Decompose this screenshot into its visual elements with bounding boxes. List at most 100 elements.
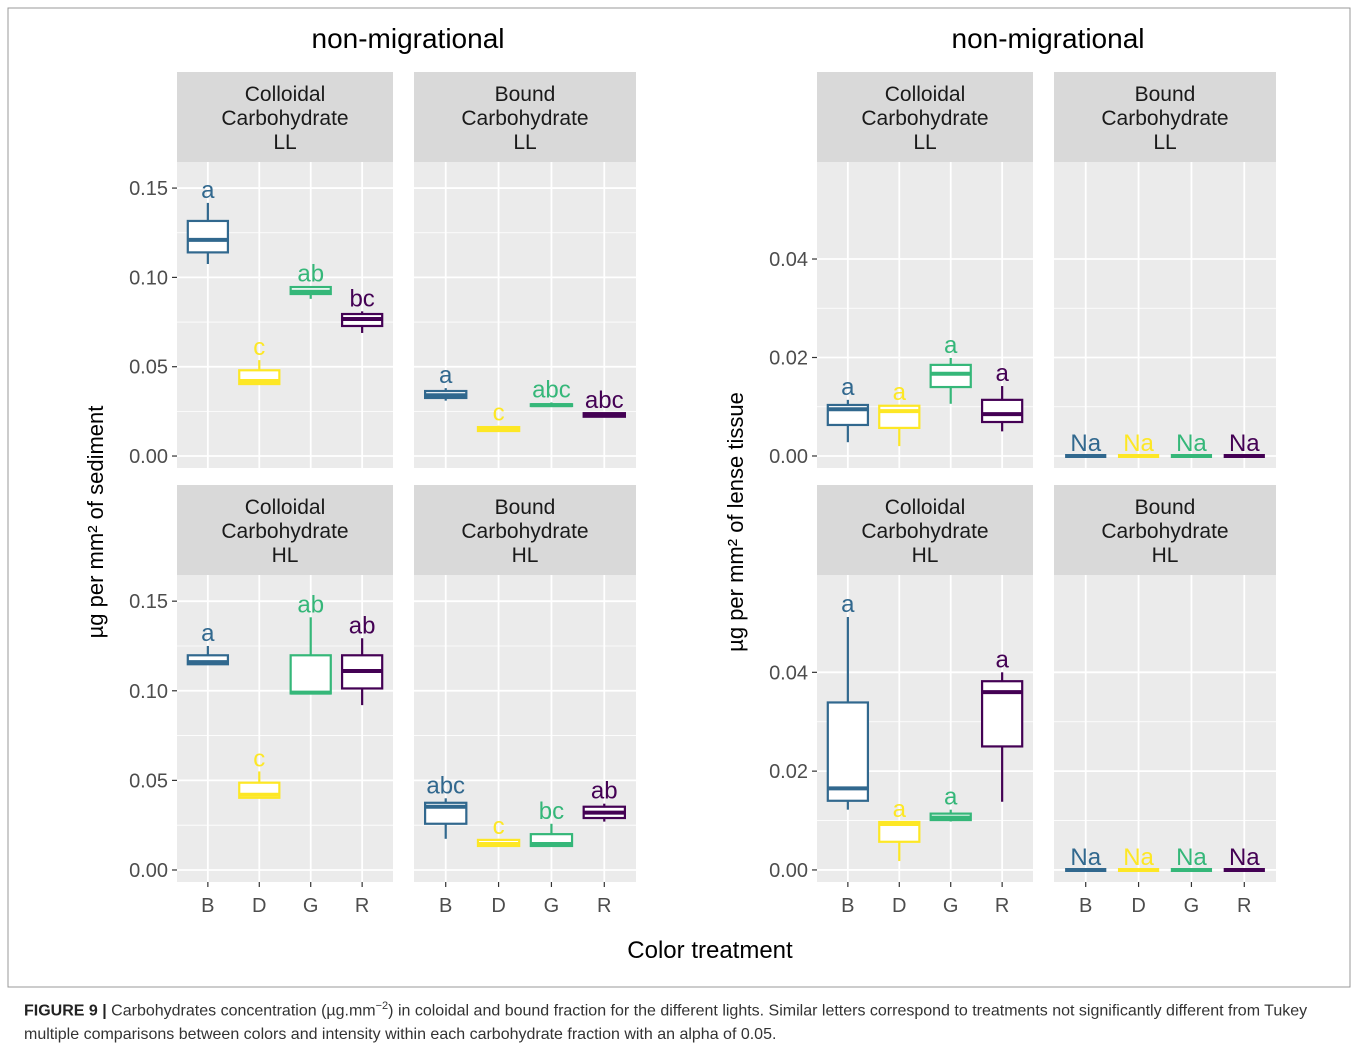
significance-label: Na — [1070, 430, 1101, 457]
y-tick-label: 0.10 — [129, 681, 168, 703]
strip-label: Colloidal — [245, 496, 326, 519]
strip-label: HL — [272, 544, 299, 567]
significance-label: abc — [585, 387, 624, 414]
y-tick-label: 0.02 — [769, 761, 808, 783]
strip-label: Colloidal — [245, 83, 326, 106]
significance-label: a — [995, 360, 1009, 387]
caption: FIGURE 9 | Carbohydrates concentration (… — [24, 994, 1336, 1047]
significance-label: Na — [1123, 430, 1154, 457]
significance-label: bc — [539, 798, 564, 825]
box — [289, 654, 332, 695]
y-tick-label: 0.04 — [769, 662, 808, 684]
figure-frame — [7, 7, 1351, 988]
y-tick-label: 0.02 — [769, 347, 808, 369]
y-tick-label: 0.00 — [129, 446, 168, 468]
strip-label: Carbohydrate — [221, 520, 348, 543]
significance-label: c — [493, 400, 505, 427]
box — [980, 398, 1024, 424]
box — [929, 363, 972, 389]
strip — [414, 72, 636, 162]
x-tick-label: G — [544, 895, 560, 917]
y-tick-label: 0.05 — [129, 357, 168, 379]
plot-panel — [1054, 162, 1276, 468]
strip-label: HL — [912, 544, 939, 567]
x-tick-label: D — [892, 895, 906, 917]
box — [186, 654, 230, 666]
x-tick-label: D — [491, 895, 505, 917]
x-tick-label: D — [252, 895, 266, 917]
strip — [1054, 72, 1276, 162]
panel-title: non-migrational — [952, 23, 1145, 54]
y-tick-label: 0.15 — [129, 591, 168, 613]
strip-label: LL — [1153, 131, 1176, 154]
significance-label: a — [944, 332, 958, 359]
plot-panel — [177, 575, 393, 882]
significance-label: ab — [297, 591, 324, 618]
box — [186, 219, 230, 254]
y-tick-label: 0.00 — [769, 860, 808, 882]
significance-label: Na — [1229, 844, 1260, 871]
strip-label: Carbohydrate — [861, 520, 988, 543]
strip-label: Bound — [495, 83, 556, 106]
significance-label: c — [253, 334, 265, 361]
strip-label: Carbohydrate — [461, 520, 588, 543]
x-tick-label: R — [1237, 895, 1251, 917]
strip-label: Colloidal — [885, 83, 966, 106]
x-tick-label: G — [303, 895, 319, 917]
strip-label: HL — [512, 544, 539, 567]
caption-label: FIGURE 9 | — [24, 1002, 107, 1020]
significance-label: a — [944, 784, 958, 811]
y-tick-label: 0.15 — [129, 178, 168, 200]
significance-label: a — [995, 646, 1009, 673]
strip — [177, 72, 393, 162]
box — [826, 701, 870, 802]
x-tick-label: R — [995, 895, 1009, 917]
significance-label: Na — [1176, 430, 1207, 457]
strip-label: LL — [913, 131, 936, 154]
x-tick-label: G — [943, 895, 959, 917]
significance-label: a — [201, 177, 215, 204]
y-tick-label: 0.00 — [129, 860, 168, 882]
x-tick-label: B — [1079, 895, 1092, 917]
significance-label: Na — [1070, 844, 1101, 871]
significance-label: Na — [1176, 844, 1207, 871]
y-tick-label: 0.05 — [129, 770, 168, 792]
strip-label: LL — [513, 131, 536, 154]
box — [878, 404, 921, 430]
x-tick-label: B — [841, 895, 854, 917]
strip-label: HL — [1152, 544, 1179, 567]
strip-label: Colloidal — [885, 496, 966, 519]
y-tick-label: 0.04 — [769, 249, 808, 271]
strip — [817, 485, 1033, 575]
significance-label: c — [253, 745, 265, 772]
strip-label: Carbohydrate — [461, 107, 588, 130]
x-tick-label: G — [1184, 895, 1200, 917]
strip-label: Bound — [1135, 496, 1196, 519]
significance-label: bc — [349, 285, 374, 312]
significance-label: ab — [349, 612, 376, 639]
significance-label: a — [893, 379, 907, 406]
significance-label: a — [841, 374, 855, 401]
plot-panel — [1054, 575, 1276, 882]
strip-label: Carbohydrate — [1101, 107, 1228, 130]
y-tick-label: 0.00 — [769, 446, 808, 468]
strip — [177, 485, 393, 575]
strip-label: Carbohydrate — [1101, 520, 1228, 543]
strip-label: Carbohydrate — [861, 107, 988, 130]
y-axis-label: µg per mm² of lense tissue — [723, 392, 748, 652]
x-tick-label: D — [1131, 895, 1145, 917]
y-tick-label: 0.10 — [129, 267, 168, 289]
strip-label: Carbohydrate — [221, 107, 348, 130]
significance-label: ab — [591, 778, 618, 805]
x-tick-label: R — [597, 895, 611, 917]
significance-label: a — [439, 362, 453, 389]
x-tick-label: B — [439, 895, 452, 917]
strip — [817, 72, 1033, 162]
caption-superscript: −2 — [375, 1000, 389, 1012]
significance-label: ab — [297, 260, 324, 287]
significance-label: Na — [1229, 430, 1260, 457]
y-axis-label: µg per mm² of sediment — [83, 406, 108, 639]
significance-label: Na — [1123, 844, 1154, 871]
x-tick-label: R — [355, 895, 369, 917]
